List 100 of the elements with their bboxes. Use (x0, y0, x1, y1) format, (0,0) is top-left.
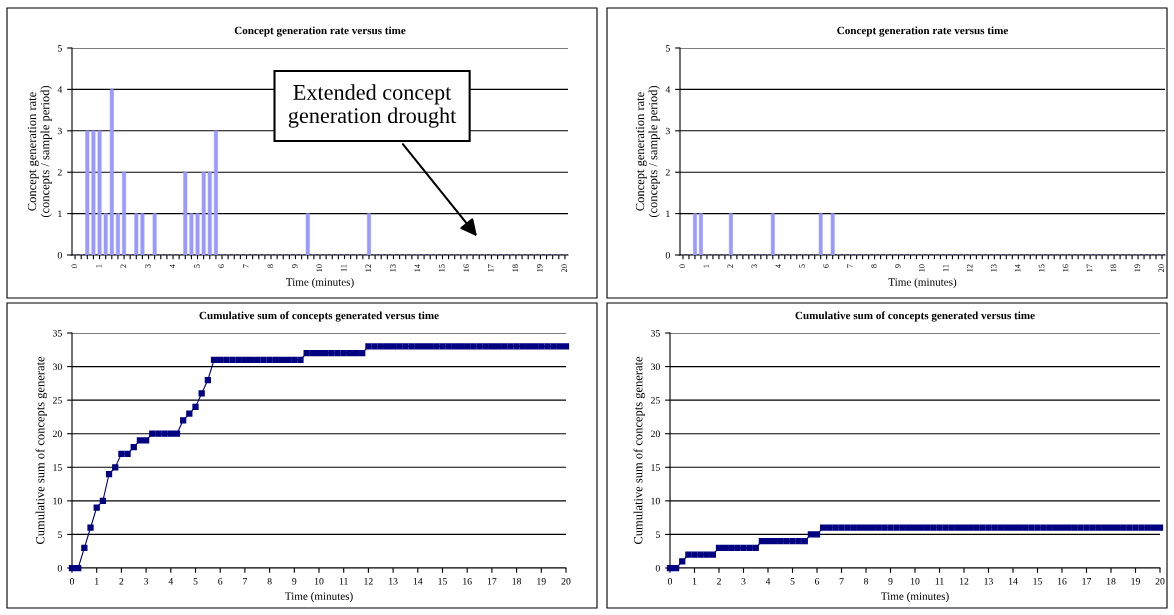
y-axis-title: Cumulative sum of concepts generate (633, 356, 645, 545)
y-tick-label: 5 (665, 45, 670, 52)
x-tick-label: 14 (1008, 578, 1018, 585)
x-tick-label: 19 (536, 264, 543, 272)
bar (305, 213, 310, 255)
bar (213, 130, 218, 255)
x-tick-label: 18 (512, 264, 519, 272)
x-tick-label: 18 (1110, 264, 1117, 272)
y-tick-label: 15 (651, 464, 660, 471)
x-tick-label: 13 (990, 264, 997, 272)
x-tick-label: 7 (243, 264, 249, 268)
x-tick-label: 11 (935, 578, 944, 585)
x-tick-label: 13 (389, 264, 396, 272)
y-tick-label: 0 (655, 564, 660, 572)
x-tick-label: 0 (679, 264, 686, 268)
x-tick-label: 10 (316, 264, 323, 272)
chart-title: Cumulative sum of concepts generated versus time (795, 311, 1035, 322)
y-tick-label: 1 (666, 210, 670, 217)
y-tick-label: 35 (53, 329, 62, 337)
x-tick-label: 20 (561, 264, 568, 272)
x-tick-label: 5 (194, 264, 200, 268)
y-tick-label: 3 (665, 127, 670, 135)
y-tick-label: 3 (57, 127, 62, 135)
x-tick-label: 14 (413, 578, 423, 585)
x-tick-label: 3 (751, 264, 757, 268)
x-tick-label: 0 (69, 578, 75, 585)
x-tick-label: 4 (169, 264, 176, 269)
y-axis-title: Cumulative sum of concepts generate (35, 356, 47, 545)
y-tick-label: 5 (57, 531, 62, 538)
annotation: Extended concept generation drought (288, 84, 457, 128)
x-tick-label: 7 (243, 578, 248, 585)
x-tick-label: 10 (918, 264, 925, 272)
x-tick-label: 13 (984, 578, 993, 585)
x-tick-label: 17 (487, 264, 494, 272)
x-tick-label: 18 (1106, 578, 1116, 585)
y-tick-label: 0 (57, 564, 62, 572)
x-tick-label: 9 (888, 578, 893, 585)
x-tick-label: 15 (438, 578, 447, 585)
x-tick-label: 19 (1134, 264, 1141, 272)
x-tick-label: 9 (291, 264, 298, 268)
x-tick-label: 12 (966, 264, 973, 272)
y-tick-label: 4 (665, 86, 671, 93)
x-tick-label: 9 (895, 264, 901, 268)
y-tick-label: 2 (665, 169, 670, 176)
x-tick-label: 6 (218, 578, 223, 585)
x-tick-label: 17 (1082, 578, 1092, 585)
x-tick-label: 15 (1038, 264, 1045, 272)
y-tick-label: 0 (665, 251, 670, 259)
x-tick-label: 3 (145, 264, 151, 268)
x-tick-label: 8 (863, 578, 869, 585)
x-tick-label: 13 (389, 578, 398, 585)
x-tick-label: 20 (561, 578, 571, 585)
x-tick-label: 8 (267, 264, 274, 268)
x-tick-label: 5 (799, 264, 805, 268)
x-tick-label: 20 (1158, 264, 1165, 272)
x-tick-label: 2 (119, 578, 124, 585)
y-tick-label: 5 (57, 45, 62, 52)
y-tick-label: 2 (57, 169, 62, 176)
x-tick-label: 1 (96, 264, 102, 268)
x-tick-label: 6 (218, 264, 225, 268)
x-tick-label: 0 (71, 264, 78, 268)
x-tick-label: 16 (463, 578, 472, 585)
x-tick-label: 8 (871, 264, 877, 268)
bar (115, 213, 120, 255)
chart-title: Concept generation rate versus time (837, 26, 1008, 37)
y-tick-label: 25 (52, 397, 62, 404)
y-tick-label: 4 (57, 86, 63, 93)
x-tick-label: 4 (765, 578, 771, 585)
x-tick-label: 10 (910, 578, 920, 585)
x-tick-label: 11 (339, 578, 348, 585)
x-tick-label: 15 (438, 264, 445, 272)
x-tick-label: 17 (1086, 264, 1093, 272)
x-tick-label: 19 (1131, 578, 1140, 585)
x-tick-label: 1 (703, 264, 709, 268)
x-tick-label: 10 (314, 578, 324, 585)
x-tick-label: 11 (942, 264, 949, 272)
y-tick-label: 1 (58, 210, 62, 217)
y-tick-label: 25 (650, 397, 660, 404)
x-tick-label: 19 (537, 578, 546, 585)
x-axis-title: Time (minutes) (285, 277, 354, 288)
x-tick-label: 14 (1014, 264, 1021, 272)
x-tick-label: 2 (120, 264, 127, 268)
x-tick-label: 1 (692, 578, 697, 585)
x-tick-label: 1 (95, 578, 99, 585)
x-tick-label: 3 (741, 578, 746, 585)
bar (152, 213, 157, 255)
x-tick-label: 20 (1155, 578, 1165, 585)
x-tick-label: 4 (168, 578, 174, 585)
y-tick-label: 20 (52, 430, 62, 438)
x-tick-label: 18 (512, 578, 522, 585)
x-tick-label: 12 (364, 578, 373, 585)
y-tick-label: 0 (57, 251, 62, 259)
chart-title: Concept generation rate versus time (234, 26, 406, 37)
x-tick-label: 7 (847, 264, 853, 268)
x-tick-label: 7 (839, 578, 844, 585)
bar (367, 213, 371, 255)
x-tick-label: 6 (823, 264, 829, 268)
x-axis-title: Time (minutes) (880, 592, 949, 603)
x-tick-label: 9 (292, 578, 297, 585)
y-tick-label: 10 (53, 497, 62, 505)
